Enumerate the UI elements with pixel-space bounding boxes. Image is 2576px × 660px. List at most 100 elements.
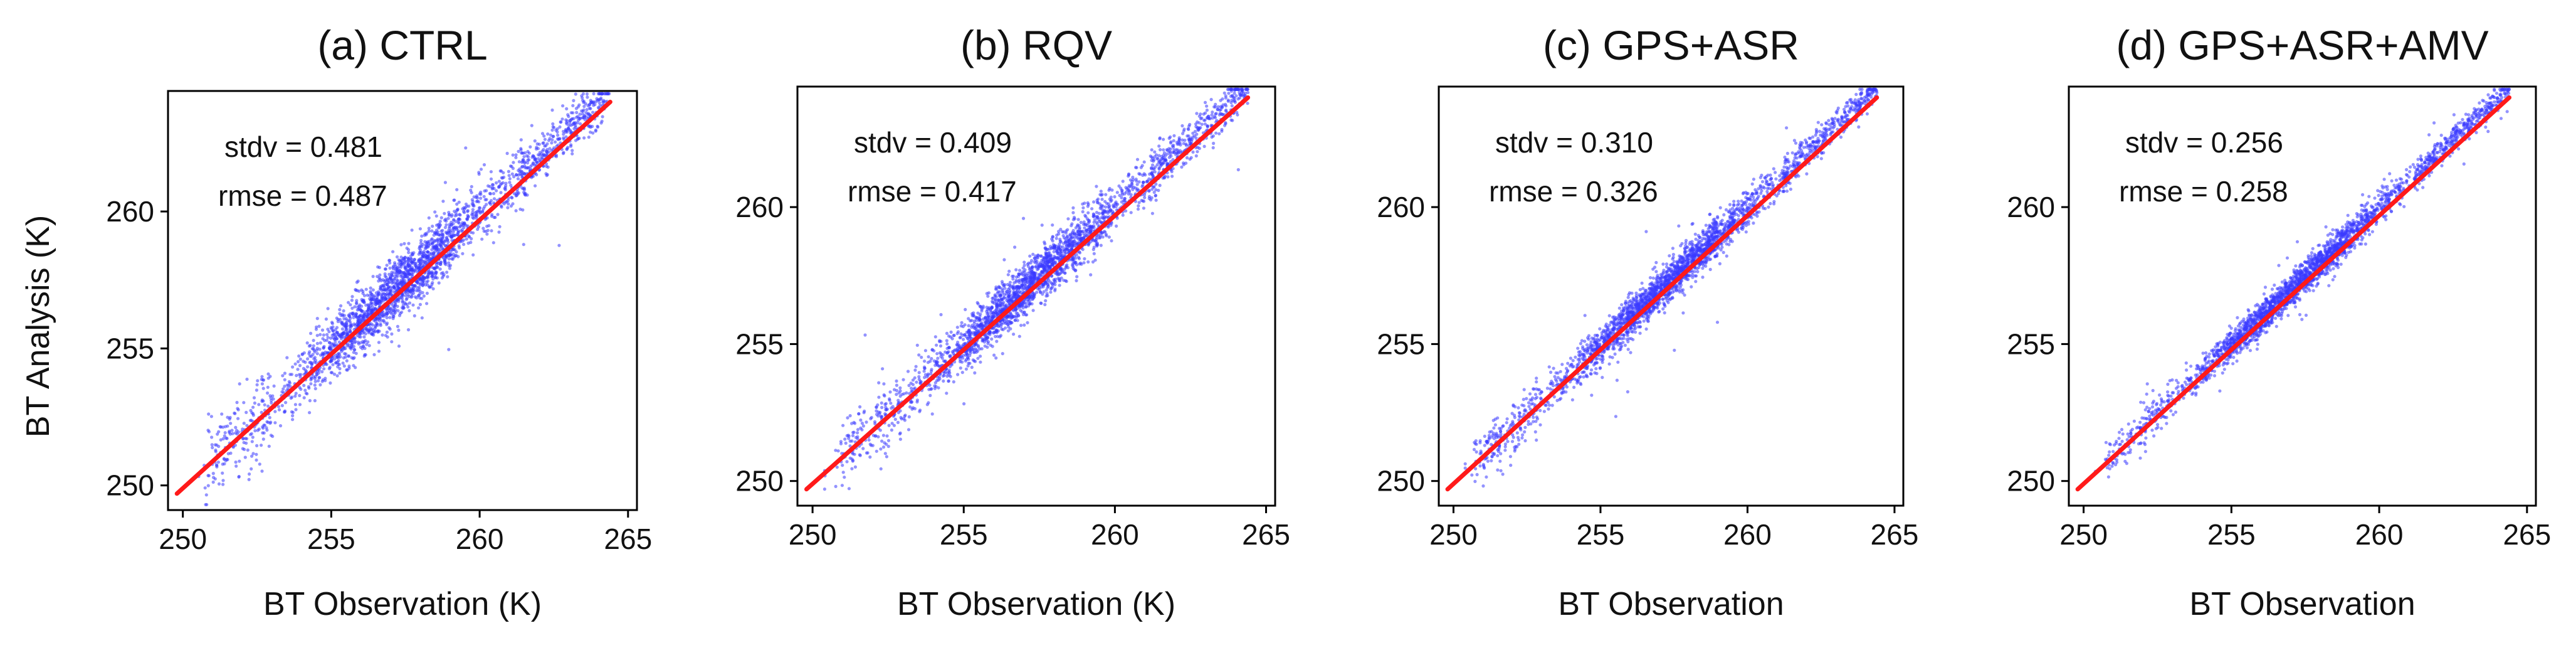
data-point — [438, 220, 442, 223]
data-point — [535, 173, 539, 177]
data-point — [889, 402, 893, 405]
data-point — [1194, 136, 1198, 140]
data-point — [266, 391, 270, 395]
data-point — [365, 309, 370, 313]
data-point — [418, 227, 423, 231]
data-point — [230, 428, 234, 432]
data-point — [987, 340, 991, 344]
data-point — [381, 333, 384, 337]
data-point — [342, 324, 346, 327]
data-point — [221, 482, 225, 486]
data-point — [508, 177, 512, 181]
data-point — [470, 184, 473, 189]
data-point — [296, 368, 300, 371]
data-point — [577, 116, 581, 120]
data-point — [848, 414, 852, 418]
data-point — [1046, 285, 1049, 289]
data-point — [915, 380, 918, 384]
data-point — [348, 326, 352, 331]
data-point — [306, 357, 310, 361]
data-point — [507, 169, 511, 173]
data-point — [907, 415, 911, 419]
data-point — [499, 191, 503, 194]
data-point — [223, 462, 226, 466]
data-point — [1099, 243, 1103, 247]
data-point — [1026, 304, 1031, 308]
data-point — [409, 295, 413, 299]
data-point — [1012, 333, 1016, 336]
data-point — [970, 365, 974, 370]
data-point — [923, 376, 927, 380]
data-point — [318, 333, 322, 336]
data-point — [1023, 260, 1026, 264]
data-point — [448, 213, 451, 216]
data-point — [913, 368, 917, 372]
data-point — [881, 445, 886, 449]
data-point — [362, 294, 367, 297]
data-point — [1042, 290, 1046, 294]
data-point — [447, 261, 451, 265]
data-point — [949, 330, 953, 334]
data-point — [1172, 134, 1176, 137]
data-point — [1166, 175, 1170, 179]
data-point — [318, 376, 322, 380]
data-point — [1162, 148, 1165, 152]
data-point — [1117, 184, 1121, 188]
data-point — [535, 142, 539, 146]
data-point — [410, 252, 414, 255]
data-point — [565, 147, 569, 151]
data-point — [1233, 100, 1237, 104]
data-point — [219, 425, 223, 429]
data-point — [498, 184, 502, 188]
data-point — [481, 207, 485, 211]
data-point — [514, 209, 518, 213]
panel-title: (a) CTRL — [317, 22, 487, 68]
data-point — [260, 410, 263, 415]
data-point — [1205, 104, 1209, 108]
data-point — [238, 382, 241, 386]
data-point — [335, 337, 339, 341]
data-point — [917, 371, 921, 375]
data-point — [329, 358, 334, 361]
data-point — [308, 399, 312, 403]
data-point — [930, 368, 933, 371]
data-point — [427, 270, 431, 274]
data-point — [599, 121, 603, 125]
data-point — [443, 181, 448, 184]
data-point — [823, 487, 826, 491]
data-point — [412, 291, 416, 295]
data-point — [503, 188, 508, 191]
data-point — [361, 339, 365, 344]
data-point — [417, 306, 421, 310]
data-point — [427, 216, 431, 220]
data-point — [271, 394, 275, 398]
data-point — [1092, 224, 1096, 228]
data-point — [341, 361, 345, 365]
data-point — [940, 356, 944, 360]
data-point — [471, 204, 475, 208]
data-point — [393, 286, 397, 290]
data-point — [1092, 200, 1096, 204]
data-point — [431, 281, 434, 285]
data-point — [386, 282, 389, 287]
data-point — [561, 152, 565, 156]
data-point — [1040, 223, 1044, 227]
data-point — [1113, 195, 1117, 199]
data-point — [439, 216, 443, 220]
data-point — [1196, 120, 1199, 124]
data-point — [260, 378, 263, 381]
data-point — [1086, 211, 1090, 215]
data-point — [446, 238, 449, 242]
data-point — [1100, 204, 1103, 208]
data-point — [585, 108, 589, 112]
data-point — [1043, 242, 1047, 246]
data-point — [1196, 150, 1199, 154]
data-point — [426, 254, 430, 258]
data-point — [252, 396, 256, 400]
data-point — [403, 255, 407, 259]
data-point — [308, 411, 312, 415]
data-point — [368, 326, 372, 330]
data-point — [947, 334, 951, 338]
data-point — [431, 277, 435, 281]
data-point — [463, 207, 466, 211]
